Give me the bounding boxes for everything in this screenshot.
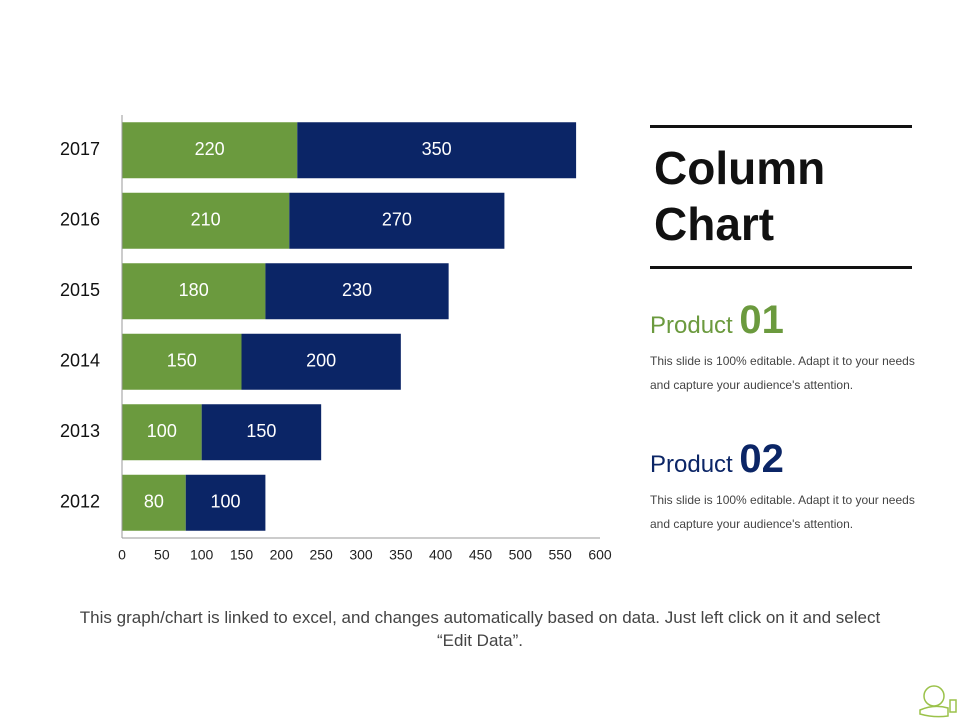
bar-segment	[265, 263, 449, 320]
product-number: 02	[739, 437, 784, 481]
y-tick-label: 2017	[60, 139, 100, 159]
bar-segment	[122, 192, 290, 249]
bar-segment	[185, 474, 266, 531]
footer: This graph/chart is linked to excel, and…	[79, 608, 881, 650]
x-tick-label: 350	[389, 547, 413, 563]
x-tick-label: 550	[548, 547, 572, 563]
bar-segment	[122, 333, 242, 390]
bar-segment	[122, 263, 266, 320]
data-label: 100	[211, 492, 241, 512]
data-label: 200	[306, 351, 336, 371]
product-block: Product 02 This slide is 100% editable. …	[650, 437, 920, 536]
data-label: 220	[195, 139, 225, 159]
data-label: 100	[147, 421, 177, 441]
x-tick-label: 500	[509, 547, 533, 563]
y-tick-label: 2013	[60, 421, 100, 441]
chart: 0 50 100 150 200 250 300 350 400 450 500 550 600 2012…	[60, 115, 612, 563]
y-tick-label: 2012	[60, 492, 100, 512]
x-tick-label: 450	[469, 547, 493, 563]
y-tick-label: 2016	[60, 210, 100, 230]
product-text: This slide is 100% editable. Adapt it to…	[650, 354, 915, 392]
x-tick-label: 400	[429, 547, 453, 563]
product-number: 01	[739, 298, 784, 342]
data-label: 210	[191, 210, 221, 230]
x-tick-label: 0	[118, 547, 126, 563]
product-label: Product	[650, 312, 733, 339]
data-label: 350	[422, 139, 452, 159]
x-tick-label: 200	[270, 547, 294, 563]
logo-icon	[919, 685, 957, 718]
data-label: 230	[342, 280, 372, 300]
bar-segment	[122, 122, 298, 179]
data-label: 180	[179, 280, 209, 300]
y-tick-label: 2014	[60, 351, 100, 371]
bar-segment	[297, 122, 577, 179]
data-label: 80	[144, 492, 164, 512]
data-label: 150	[167, 351, 197, 371]
x-tick-label: 600	[588, 547, 612, 563]
product-heading: Product 01	[650, 298, 920, 343]
product-block: Product 01 This slide is 100% editable. …	[650, 298, 920, 397]
bar-segment	[289, 192, 505, 249]
panel-title: Column Chart	[654, 142, 826, 250]
bar-segment	[122, 474, 186, 531]
product-heading: Product 02	[650, 437, 920, 482]
rule	[650, 125, 912, 128]
bar-segment	[241, 333, 401, 390]
y-tick-label: 2015	[60, 280, 100, 300]
x-tick-label: 300	[349, 547, 373, 563]
data-label: 270	[382, 210, 412, 230]
data-label: 150	[246, 421, 276, 441]
x-tick-label: 50	[154, 547, 170, 563]
rule	[650, 266, 912, 269]
bar-segment	[201, 404, 322, 461]
x-tick-label: 100	[190, 547, 214, 563]
x-tick-label: 150	[230, 547, 254, 563]
bar-segment	[122, 404, 202, 461]
x-tick-label: 250	[309, 547, 333, 563]
product-text: This slide is 100% editable. Adapt it to…	[650, 493, 915, 531]
product-label: Product	[650, 451, 733, 478]
